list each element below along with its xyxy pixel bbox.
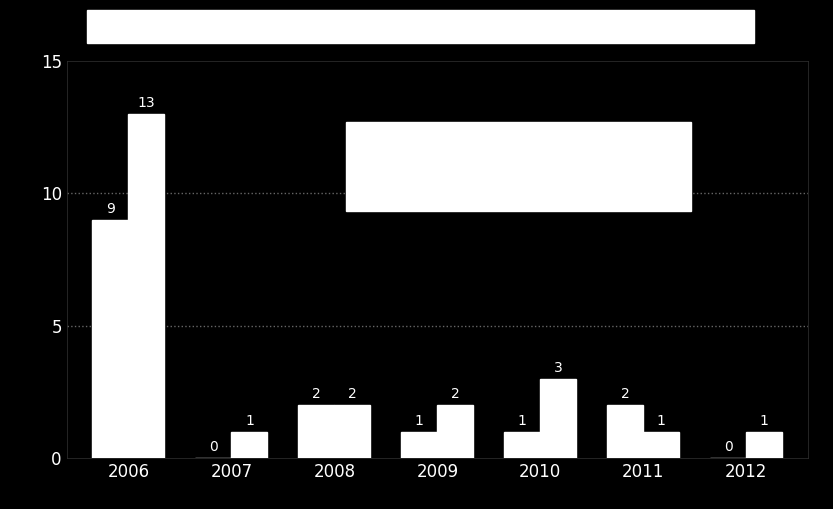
Text: 3: 3 xyxy=(554,361,562,375)
Text: 1: 1 xyxy=(415,414,424,428)
Bar xyxy=(128,114,164,458)
Text: 13: 13 xyxy=(137,96,155,110)
Bar xyxy=(334,405,371,458)
Text: 2: 2 xyxy=(451,387,460,401)
Text: 2: 2 xyxy=(348,387,357,401)
Text: 0: 0 xyxy=(724,440,732,454)
Text: 1: 1 xyxy=(760,414,769,428)
Text: 1: 1 xyxy=(245,414,254,428)
Bar xyxy=(607,405,643,458)
Text: 1: 1 xyxy=(518,414,526,428)
Bar xyxy=(92,220,128,458)
Text: 0: 0 xyxy=(209,440,217,454)
Bar xyxy=(232,432,267,458)
Text: 1: 1 xyxy=(657,414,666,428)
Text: 9: 9 xyxy=(106,202,115,216)
Bar xyxy=(504,432,541,458)
Text: 2: 2 xyxy=(621,387,630,401)
Bar xyxy=(746,432,782,458)
Bar xyxy=(437,405,473,458)
Bar xyxy=(643,432,679,458)
Bar xyxy=(298,405,334,458)
Bar xyxy=(541,379,576,458)
Text: 2: 2 xyxy=(312,387,321,401)
Bar xyxy=(402,432,437,458)
